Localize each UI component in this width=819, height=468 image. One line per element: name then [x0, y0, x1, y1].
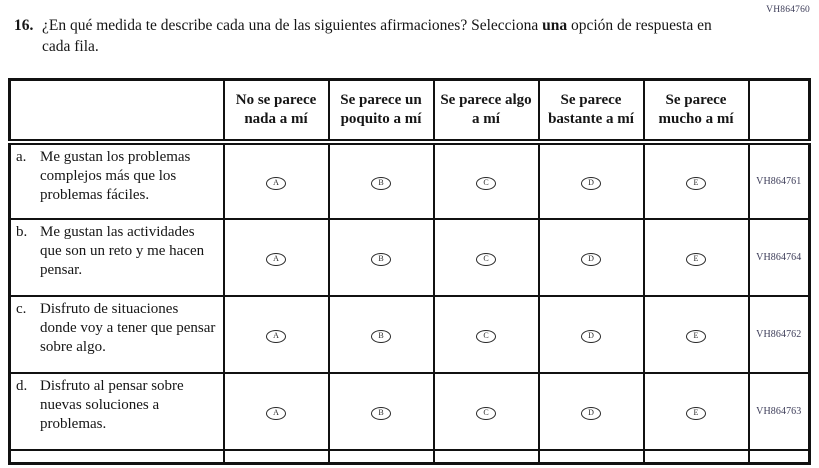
option-bubble-e[interactable]: E [686, 329, 706, 343]
option-cell: A [222, 140, 330, 220]
bubble-letter: C [483, 254, 489, 263]
question-text: ¿En qué medida te describe cada una de l… [42, 15, 720, 57]
statement-cell-b: b. Me gustan las actividades que son un … [8, 217, 225, 297]
option-cell: C [432, 294, 540, 374]
option-bubble-e[interactable]: E [686, 406, 706, 420]
option-bubble-c[interactable]: C [476, 329, 496, 343]
question-block: 16. ¿En qué medida te describe cada una … [14, 15, 720, 57]
bubble-letter: C [483, 331, 489, 340]
table-row-a: a. Me gustan los problemas complejos más… [8, 140, 811, 220]
table-row-d: d. Disfruto al pensar sobre nuevas soluc… [8, 371, 811, 451]
question-number: 16. [14, 17, 34, 34]
option-bubble-d[interactable]: D [581, 329, 601, 343]
bubble-letter: C [483, 408, 489, 417]
option-bubble-e[interactable]: E [686, 252, 706, 266]
statement-text: Me gustan las actividades que son un ret… [40, 223, 205, 278]
bubble-letter: E [693, 178, 699, 187]
row-letter: a. [16, 148, 27, 165]
option-cell: C [432, 371, 540, 451]
statement-text: Disfruto de situaciones donde voy a tene… [40, 300, 216, 355]
option-bubble-d[interactable]: D [581, 176, 601, 190]
statement-cell-c: c. Disfruto de situaciones donde voy a t… [8, 294, 225, 374]
option-cell: A [222, 217, 330, 297]
option-bubble-d[interactable]: D [581, 252, 601, 266]
bubble-letter: D [588, 331, 594, 340]
option-cell: D [537, 217, 645, 297]
bubble-letter: A [273, 178, 279, 187]
option-cell: D [537, 140, 645, 220]
header-col-mucho: Se parece mucho a mí [642, 78, 750, 145]
row-letter: d. [16, 377, 28, 394]
option-cell: E [642, 140, 750, 220]
bubble-letter: B [378, 178, 384, 187]
statement-text: Disfruto al pensar sobre nuevas solucion… [40, 377, 184, 432]
item-code: VH864761 [747, 140, 811, 220]
bubble-letter: B [378, 408, 384, 417]
option-cell: D [537, 294, 645, 374]
option-bubble-b[interactable]: B [371, 406, 391, 420]
header-code-empty [747, 78, 811, 145]
response-table-wrapper: No se parece nada a mí Se parece un poqu… [8, 78, 812, 468]
option-cell: B [327, 217, 435, 297]
statement-text: Me gustan los problemas complejos más qu… [40, 148, 191, 203]
bubble-letter: D [588, 408, 594, 417]
option-cell: B [327, 294, 435, 374]
option-cell: D [537, 371, 645, 451]
option-bubble-a[interactable]: A [266, 329, 286, 343]
option-cell: A [222, 371, 330, 451]
option-cell: C [432, 217, 540, 297]
option-bubble-e[interactable]: E [686, 176, 706, 190]
bubble-letter: B [378, 254, 384, 263]
option-cell: E [642, 371, 750, 451]
option-bubble-c[interactable]: C [476, 176, 496, 190]
option-bubble-c[interactable]: C [476, 252, 496, 266]
option-bubble-b[interactable]: B [371, 329, 391, 343]
option-bubble-c[interactable]: C [476, 406, 496, 420]
header-col-bastante: Se parece bastante a mí [537, 78, 645, 145]
bubble-letter: B [378, 331, 384, 340]
page-code: VH864760 [766, 5, 810, 15]
header-col-nada: No se parece nada a mí [222, 78, 330, 145]
option-bubble-a[interactable]: A [266, 176, 286, 190]
statement-cell-d: d. Disfruto al pensar sobre nuevas soluc… [8, 371, 225, 451]
item-code: VH864762 [747, 294, 811, 374]
option-bubble-d[interactable]: D [581, 406, 601, 420]
option-cell: C [432, 140, 540, 220]
option-bubble-a[interactable]: A [266, 406, 286, 420]
item-code: VH864763 [747, 371, 811, 451]
option-cell: E [642, 217, 750, 297]
header-col-poquito: Se parece un poquito a mí [327, 78, 435, 145]
question-text-regular: ¿En qué medida te describe cada una de l… [42, 17, 543, 34]
response-table: No se parece nada a mí Se parece un poqu… [8, 78, 811, 465]
bubble-letter: E [693, 254, 699, 263]
bubble-letter: C [483, 178, 489, 187]
bubble-letter: E [693, 331, 699, 340]
item-code: VH864764 [747, 217, 811, 297]
bubble-letter: D [588, 254, 594, 263]
table-row-c: c. Disfruto de situaciones donde voy a t… [8, 294, 811, 374]
table-row-b: b. Me gustan las actividades que son un … [8, 217, 811, 297]
bubble-letter: A [273, 254, 279, 263]
header-col-algo: Se parece algo a mí [432, 78, 540, 145]
bubble-letter: E [693, 408, 699, 417]
header-statement-empty [8, 78, 225, 145]
option-bubble-b[interactable]: B [371, 252, 391, 266]
row-letter: c. [16, 300, 27, 317]
option-bubble-a[interactable]: A [266, 252, 286, 266]
option-cell: B [327, 140, 435, 220]
question-text-bold: una [542, 17, 568, 34]
option-cell: B [327, 371, 435, 451]
row-letter: b. [16, 223, 28, 240]
statement-cell-a: a. Me gustan los problemas complejos más… [8, 140, 225, 220]
bubble-letter: A [273, 408, 279, 417]
option-cell: E [642, 294, 750, 374]
option-bubble-b[interactable]: B [371, 176, 391, 190]
bubble-letter: D [588, 178, 594, 187]
option-cell: A [222, 294, 330, 374]
bubble-letter: A [273, 331, 279, 340]
question-text-after: opción de respuesta en cada fila. [42, 17, 712, 55]
header-row: No se parece nada a mí Se parece un poqu… [8, 78, 811, 145]
cropped-next-row [8, 448, 811, 464]
